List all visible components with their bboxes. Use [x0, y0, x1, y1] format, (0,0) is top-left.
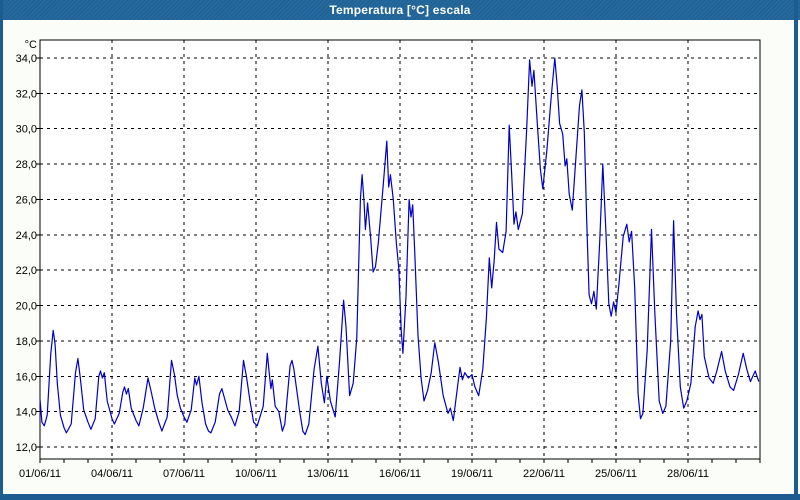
x-tick-label: 10/06/11: [235, 468, 277, 480]
y-tick-label: 20,0: [16, 301, 37, 313]
y-tick-label: 14,0: [16, 407, 37, 419]
x-tick-label: 04/06/11: [91, 468, 133, 480]
window-frame-bottom: [0, 494, 800, 500]
x-tick-label: 07/06/11: [163, 468, 205, 480]
axis-labels: 12,0 14,0 16,0 18,0 20,0 22,0 24,0 26,0 28,0 30,0…: [16, 39, 709, 480]
y-tick-label: 32,0: [16, 88, 37, 100]
y-tick-label: 12,0: [16, 442, 37, 454]
y-tick-label: 26,0: [16, 194, 37, 206]
x-tick-label: 22/06/11: [523, 468, 565, 480]
axis-ticks: [36, 57, 761, 463]
chart-title: Temperatura [°C] escala: [329, 3, 471, 17]
y-tick-label: 22,0: [16, 265, 37, 277]
x-tick-label: 01/06/11: [19, 468, 61, 480]
y-tick-label: 34,0: [16, 53, 37, 65]
y-axis-unit-label: °C: [25, 39, 37, 51]
window-frame-right: [794, 0, 798, 500]
x-tick-label: 19/06/11: [451, 468, 493, 480]
temperature-series-line: [39, 57, 760, 436]
x-tick-label: 28/06/11: [667, 468, 709, 480]
y-tick-label: 30,0: [16, 124, 37, 136]
y-tick-label: 24,0: [16, 230, 37, 242]
title-bar: Temperatura [°C] escala: [0, 0, 800, 20]
window-frame-left: [0, 0, 3, 500]
x-tick-label: 16/06/11: [379, 468, 421, 480]
x-tick-label: 13/06/11: [307, 468, 349, 480]
y-tick-label: 16,0: [16, 371, 37, 383]
plot-area: [39, 39, 761, 460]
x-tick-label: 25/06/11: [595, 468, 637, 480]
y-tick-label: 18,0: [16, 336, 37, 348]
y-tick-label: 28,0: [16, 159, 37, 171]
gridlines: [40, 40, 760, 459]
